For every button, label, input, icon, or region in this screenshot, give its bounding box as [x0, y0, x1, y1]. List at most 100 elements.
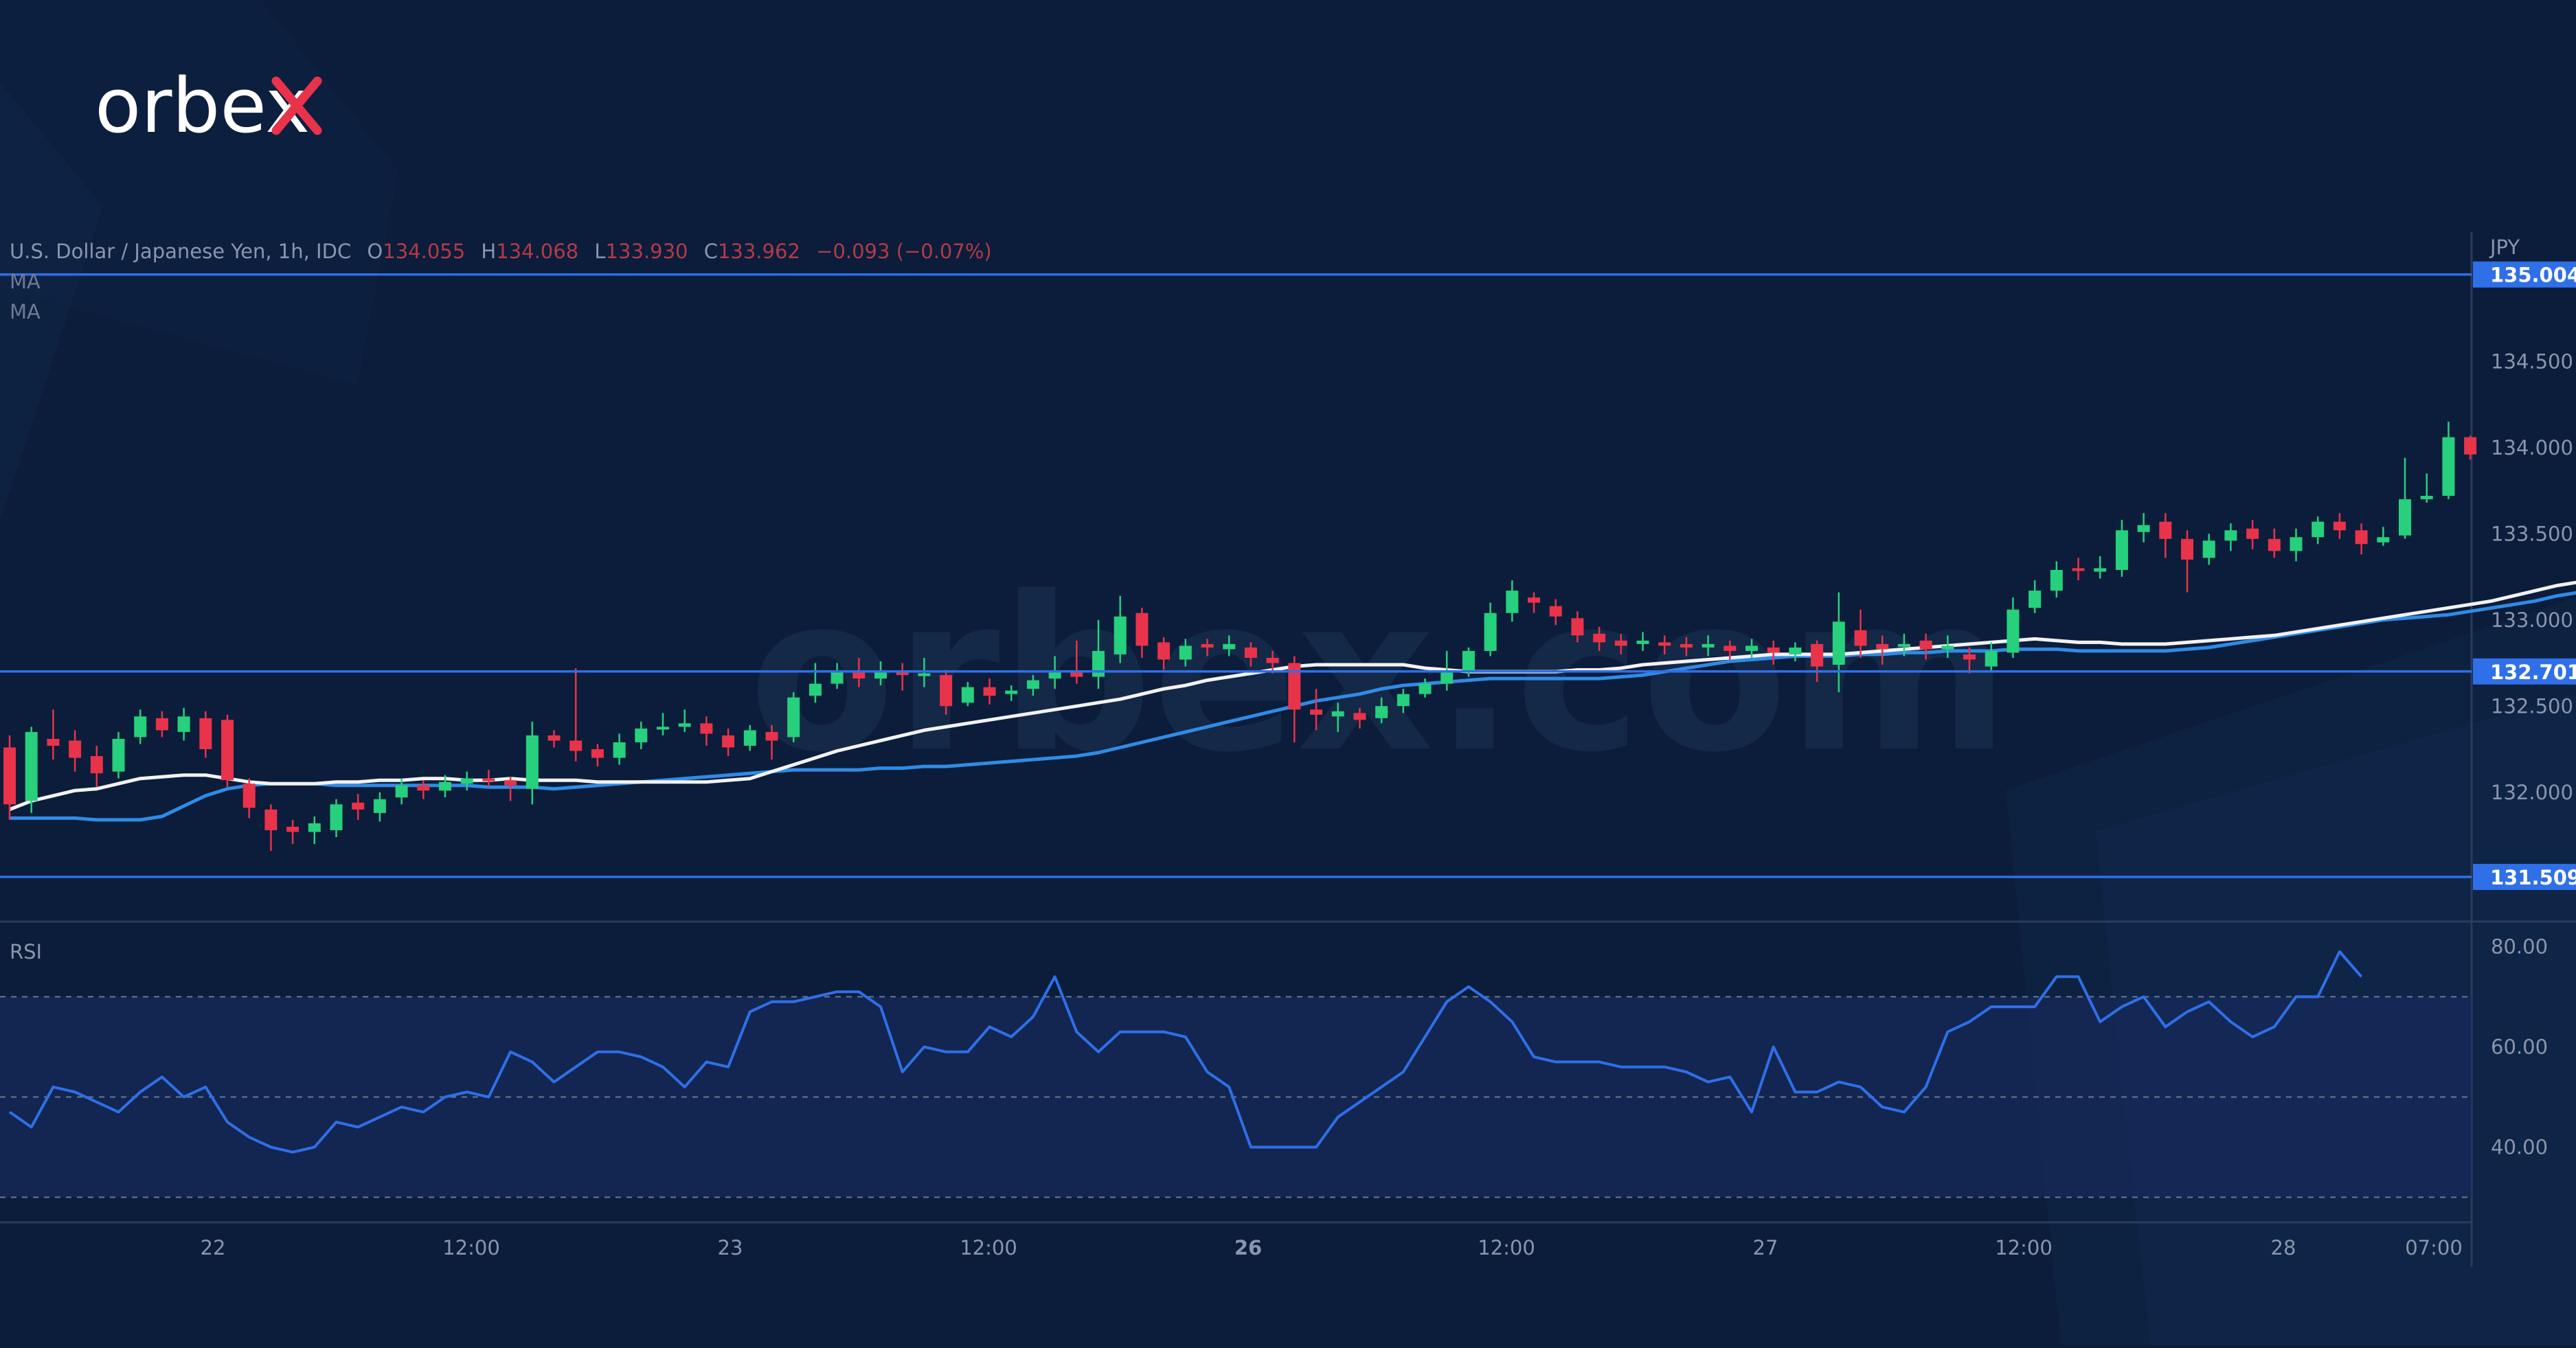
candle-down	[2159, 513, 2172, 558]
candle-body	[1745, 646, 1758, 651]
candle-up	[1397, 689, 1410, 713]
candle-body	[1026, 680, 1039, 689]
candle-up	[1702, 635, 1715, 656]
candle-up	[743, 724, 756, 751]
candle-body	[2159, 521, 2172, 539]
candle-body	[722, 735, 735, 748]
candle-body	[2072, 568, 2085, 571]
candle-body	[1375, 706, 1388, 718]
candle-layer	[3, 422, 2477, 852]
high-value: 134.068	[496, 240, 578, 263]
candle-body	[177, 716, 190, 732]
symbol-legend: U.S. Dollar / Japanese Yen, 1h, IDC O134…	[10, 240, 992, 323]
candle-body	[1876, 643, 1889, 650]
candle-down	[1157, 637, 1171, 670]
candle-body	[1724, 646, 1737, 651]
candle-body	[2290, 537, 2303, 551]
candle-body	[1462, 650, 1475, 672]
candle-down	[2268, 528, 2281, 558]
candle-body	[1244, 647, 1257, 658]
level-label: 131.509	[2490, 866, 2576, 889]
candle-up	[2029, 580, 2042, 613]
candle-body	[1571, 618, 1584, 636]
candle-body	[482, 778, 495, 781]
candle-body	[1331, 711, 1344, 717]
candle-body	[1897, 643, 1910, 647]
orbex-logo: orbex	[95, 62, 322, 150]
time-tick-label: 12:00	[442, 1236, 500, 1259]
level-label: 135.004	[2490, 264, 2576, 287]
candle-up	[373, 792, 386, 822]
candle-body	[47, 738, 60, 746]
rsi-line	[8, 950, 2363, 1154]
grid-layer	[0, 996, 2472, 1198]
candle-up	[1026, 675, 1039, 696]
candle-body	[1440, 672, 1454, 684]
candle-down	[1614, 633, 1627, 654]
candle-up	[308, 816, 321, 845]
candle-down	[242, 778, 256, 819]
candle-body	[69, 740, 82, 758]
candle-body	[155, 718, 168, 731]
change-value: −0.093 (−0.07%)	[816, 240, 992, 263]
time-tick-label: 12:00	[960, 1236, 1017, 1259]
candle-body	[2377, 537, 2390, 542]
candle-up	[831, 663, 844, 689]
candle-up	[439, 775, 451, 798]
candle-body	[1070, 672, 1083, 677]
candle-up	[787, 692, 800, 742]
candle-body	[569, 740, 583, 751]
candle-down	[1070, 640, 1083, 684]
candle-down	[722, 728, 735, 757]
candle-down	[591, 744, 604, 767]
candle-down	[940, 670, 953, 715]
candle-body	[635, 728, 648, 742]
level-tag	[2473, 658, 2576, 685]
candle-body	[2268, 538, 2281, 551]
candle-up	[2224, 523, 2237, 551]
candle-body	[1636, 640, 1649, 644]
level-tag	[2473, 863, 2576, 890]
candle-body	[2312, 521, 2325, 538]
candle-down	[1680, 637, 1693, 656]
candle-down	[1919, 633, 1932, 660]
candle-body	[1528, 597, 1540, 603]
price-tick-label: 132.000	[2491, 781, 2573, 804]
candle-down	[2333, 513, 2346, 539]
candle-up	[526, 721, 539, 805]
candle-body	[417, 785, 430, 791]
candle-body	[373, 799, 386, 813]
candle-down	[1571, 611, 1584, 643]
candle-body	[2181, 538, 2193, 560]
candle-body	[1789, 647, 1802, 654]
candle-body	[2442, 437, 2455, 496]
candle-down	[1767, 640, 1780, 665]
candle-up	[1941, 635, 1954, 658]
candle-up	[2442, 422, 2455, 500]
candle-up	[657, 713, 669, 735]
candle-down	[1528, 592, 1540, 613]
candle-down	[3, 735, 16, 820]
time-tick-label: 12:00	[1478, 1236, 1535, 1259]
ma2-legend: MA	[10, 300, 41, 323]
candle-up	[1506, 580, 1519, 622]
candle-body	[1593, 633, 1606, 643]
candle-up	[2115, 520, 2128, 577]
candle-body	[1941, 646, 1954, 650]
candle-up	[2420, 473, 2433, 503]
candle-down	[1724, 640, 1737, 660]
candle-down	[1963, 647, 1976, 674]
candle-body	[1854, 630, 1867, 646]
candle-body	[1985, 650, 1998, 667]
candle-body	[2464, 437, 2477, 455]
candle-body	[526, 735, 539, 789]
candle-up	[1636, 632, 1649, 651]
level-tag	[2473, 261, 2576, 288]
candle-body	[765, 731, 778, 741]
candle-up	[2377, 527, 2390, 546]
candle-down	[1201, 639, 1214, 656]
candle-up	[1114, 595, 1127, 663]
candle-body	[460, 778, 473, 784]
